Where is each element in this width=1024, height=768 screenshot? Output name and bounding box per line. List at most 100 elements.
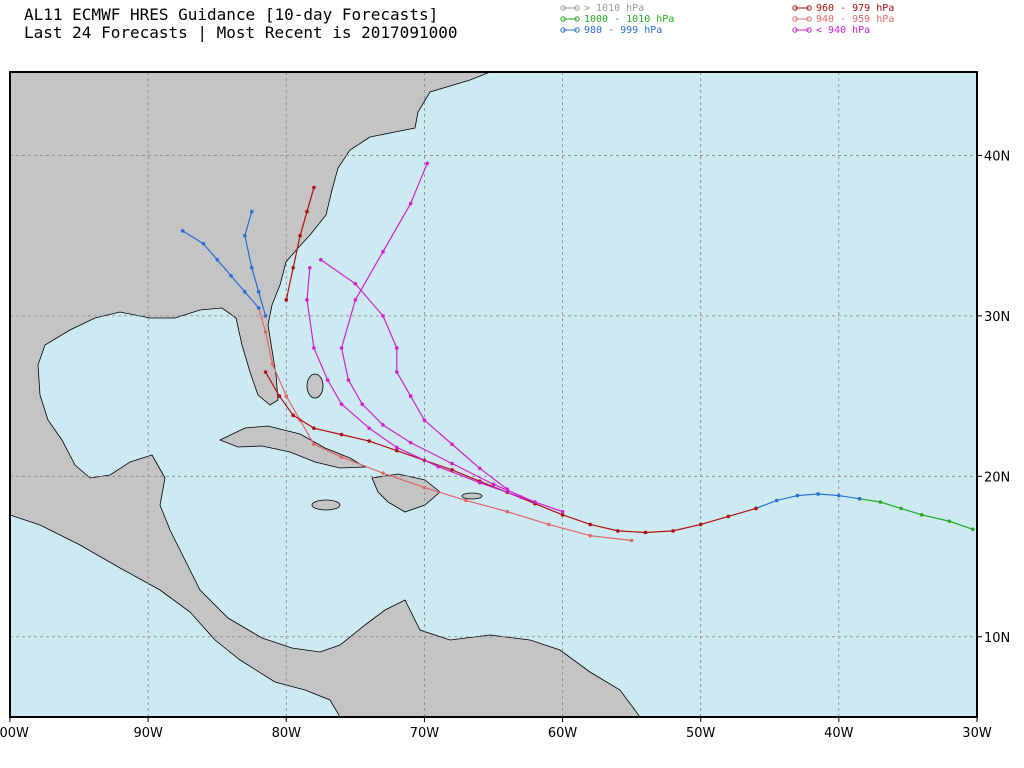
track-point <box>339 346 344 350</box>
subtitle: Last 24 Forecasts | Most Recent is 20170… <box>24 23 457 42</box>
track-point <box>263 330 268 334</box>
track-point <box>360 402 365 406</box>
track-point <box>215 257 220 262</box>
track-point <box>229 273 233 278</box>
legend-marker <box>560 16 566 22</box>
legend-marker <box>806 5 812 11</box>
legend-label: 940 - 959 hPa <box>816 14 894 25</box>
track-point <box>878 500 883 504</box>
track-point <box>408 201 413 206</box>
track-point <box>367 439 371 443</box>
legend-label: > 1010 hPa <box>584 3 644 14</box>
lon-tick-label: 30W <box>962 726 992 741</box>
track-point <box>422 418 427 422</box>
legend-marker <box>806 27 812 33</box>
track-point <box>291 413 295 418</box>
track-point <box>381 314 385 318</box>
legend-label: 1000 - 1010 hPa <box>584 14 674 25</box>
north-america <box>10 72 641 717</box>
track-point <box>560 513 565 517</box>
legend-marker <box>560 27 566 33</box>
land <box>10 72 641 717</box>
track-point <box>754 506 758 511</box>
track-point <box>353 298 358 302</box>
track-point <box>450 442 454 447</box>
lon-tick-label: 70W <box>410 726 440 741</box>
legend-label: 980 - 999 hPa <box>584 25 662 36</box>
track-point <box>312 426 316 430</box>
track-point <box>312 346 316 350</box>
track-point <box>560 509 565 514</box>
track-point <box>319 257 323 262</box>
legend-marker <box>806 16 812 22</box>
track-point <box>307 265 312 270</box>
legend-marker <box>792 16 798 22</box>
track-point <box>816 492 820 496</box>
track-point <box>436 464 441 469</box>
track-point <box>263 370 268 374</box>
legend-marker <box>574 27 580 33</box>
track-line <box>755 493 860 509</box>
track-point <box>425 161 429 166</box>
track-point <box>339 402 344 406</box>
track-point <box>588 522 592 527</box>
track-point <box>450 461 454 466</box>
track-line <box>265 371 757 534</box>
track-point <box>546 522 551 527</box>
track-point <box>339 432 344 437</box>
track-point <box>284 298 289 302</box>
track-point <box>263 314 268 318</box>
title: AL11 ECMWF HRES Guidance [10-day Forecas… <box>24 5 438 24</box>
track-point <box>464 498 468 503</box>
track-point <box>408 394 413 398</box>
track-point <box>698 522 703 527</box>
track-point <box>243 233 247 238</box>
track-point <box>491 482 496 487</box>
track-point <box>774 498 779 503</box>
track-point <box>505 509 510 514</box>
legend-label: 960 - 979 hPa <box>816 3 894 14</box>
track-point <box>312 185 316 190</box>
lat-tick-label: 40N <box>984 149 1010 164</box>
track-point <box>422 485 427 490</box>
track-point <box>312 442 316 447</box>
track-point <box>305 209 309 214</box>
legend-marker <box>792 5 798 11</box>
track-point <box>408 440 413 445</box>
track-point <box>643 530 648 535</box>
legend-marker <box>574 16 580 22</box>
track-point <box>249 209 254 214</box>
track-point <box>353 281 358 286</box>
tracks <box>180 161 975 543</box>
bahamas <box>306 373 324 399</box>
lat-tick-label: 30N <box>984 310 1010 325</box>
track-point <box>298 233 302 238</box>
track-point <box>381 423 385 427</box>
lat-tick-label: 20N <box>984 470 1010 485</box>
track-line <box>340 163 536 503</box>
track-point <box>305 298 309 302</box>
track-point <box>270 362 275 366</box>
grid <box>10 72 977 717</box>
track-point <box>477 466 482 471</box>
cuba <box>218 425 367 469</box>
track-point <box>291 265 295 270</box>
jamaica <box>311 499 341 511</box>
track-point <box>243 290 247 294</box>
track-point <box>671 529 675 533</box>
track-point <box>367 426 371 430</box>
legend-label: < 940 hPa <box>816 25 870 36</box>
lon-tick-label: 100W <box>0 726 29 741</box>
track-line <box>320 259 508 490</box>
track-point <box>533 500 537 504</box>
track-point <box>857 496 862 501</box>
track-point <box>395 448 399 453</box>
track-point <box>629 538 634 543</box>
track-point <box>971 527 975 532</box>
puerto-rico <box>461 492 483 500</box>
track-line <box>258 307 632 542</box>
legend-marker <box>792 27 798 33</box>
track-point <box>726 514 731 519</box>
